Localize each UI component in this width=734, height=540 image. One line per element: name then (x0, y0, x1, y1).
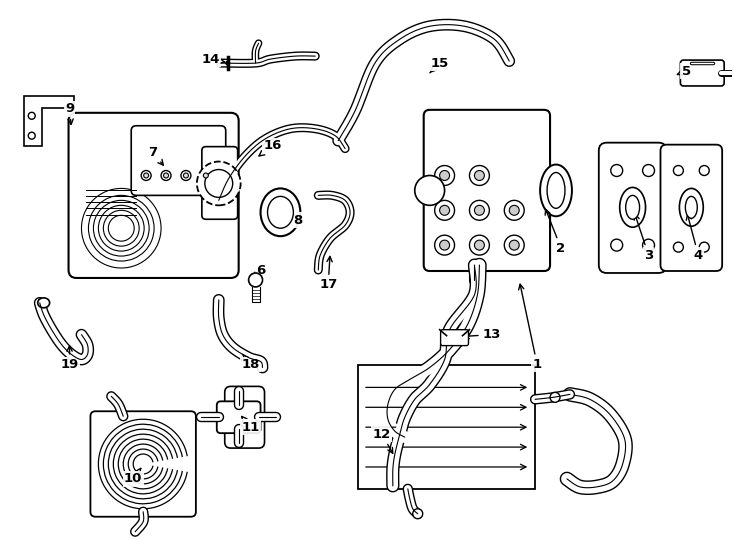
Circle shape (504, 235, 524, 255)
Ellipse shape (680, 188, 703, 226)
Circle shape (144, 173, 148, 178)
Circle shape (700, 242, 709, 252)
Ellipse shape (37, 298, 50, 308)
Ellipse shape (267, 197, 294, 228)
FancyBboxPatch shape (599, 143, 666, 273)
Circle shape (611, 239, 622, 251)
Ellipse shape (625, 195, 639, 219)
Polygon shape (23, 96, 73, 146)
Circle shape (700, 166, 709, 176)
Text: 4: 4 (686, 214, 703, 261)
Text: 6: 6 (252, 264, 265, 278)
Circle shape (28, 132, 35, 139)
Circle shape (435, 166, 454, 185)
Circle shape (413, 509, 423, 519)
FancyBboxPatch shape (440, 330, 468, 346)
Circle shape (611, 165, 622, 177)
Circle shape (141, 171, 151, 180)
Circle shape (504, 200, 524, 220)
Circle shape (642, 165, 655, 177)
FancyBboxPatch shape (680, 60, 724, 86)
Circle shape (197, 161, 241, 205)
Text: 19: 19 (60, 346, 79, 371)
Circle shape (550, 393, 560, 402)
Circle shape (440, 171, 449, 180)
FancyBboxPatch shape (358, 364, 535, 489)
Ellipse shape (540, 165, 572, 217)
Text: 2: 2 (545, 210, 566, 255)
Text: 14: 14 (202, 52, 225, 65)
FancyBboxPatch shape (217, 401, 261, 433)
Text: 1: 1 (519, 284, 542, 371)
Circle shape (642, 239, 655, 251)
Ellipse shape (547, 172, 565, 208)
Circle shape (415, 176, 445, 205)
Text: 17: 17 (319, 256, 338, 292)
Circle shape (164, 173, 169, 178)
Text: 13: 13 (464, 328, 501, 341)
Circle shape (440, 205, 449, 215)
Ellipse shape (261, 188, 300, 236)
Circle shape (440, 240, 449, 250)
Circle shape (435, 235, 454, 255)
Circle shape (474, 171, 484, 180)
Circle shape (161, 171, 171, 180)
Circle shape (184, 173, 189, 178)
FancyBboxPatch shape (202, 147, 238, 219)
Circle shape (474, 205, 484, 215)
Circle shape (474, 240, 484, 250)
FancyBboxPatch shape (661, 145, 722, 271)
Text: 9: 9 (65, 103, 74, 124)
Text: 12: 12 (373, 428, 393, 453)
Circle shape (435, 200, 454, 220)
Circle shape (470, 235, 490, 255)
Circle shape (509, 205, 519, 215)
Circle shape (509, 240, 519, 250)
Circle shape (205, 170, 233, 198)
FancyBboxPatch shape (225, 387, 264, 448)
FancyBboxPatch shape (90, 411, 196, 517)
Text: 8: 8 (289, 214, 303, 227)
Ellipse shape (619, 187, 646, 227)
Circle shape (673, 166, 683, 176)
Circle shape (28, 112, 35, 119)
FancyBboxPatch shape (68, 113, 239, 278)
Ellipse shape (686, 197, 697, 218)
FancyBboxPatch shape (131, 126, 226, 195)
FancyBboxPatch shape (424, 110, 550, 271)
Text: 16: 16 (259, 139, 282, 156)
Text: 15: 15 (430, 57, 448, 73)
Text: 11: 11 (241, 416, 260, 434)
Text: 3: 3 (634, 214, 653, 261)
Circle shape (470, 200, 490, 220)
Circle shape (226, 61, 230, 65)
Text: 18: 18 (241, 354, 260, 371)
Circle shape (203, 173, 208, 178)
Circle shape (181, 171, 191, 180)
Circle shape (673, 242, 683, 252)
Circle shape (249, 273, 263, 287)
Circle shape (470, 166, 490, 185)
Text: 7: 7 (148, 146, 163, 165)
Text: 10: 10 (124, 468, 142, 485)
Text: 5: 5 (677, 64, 691, 78)
Circle shape (201, 171, 211, 180)
